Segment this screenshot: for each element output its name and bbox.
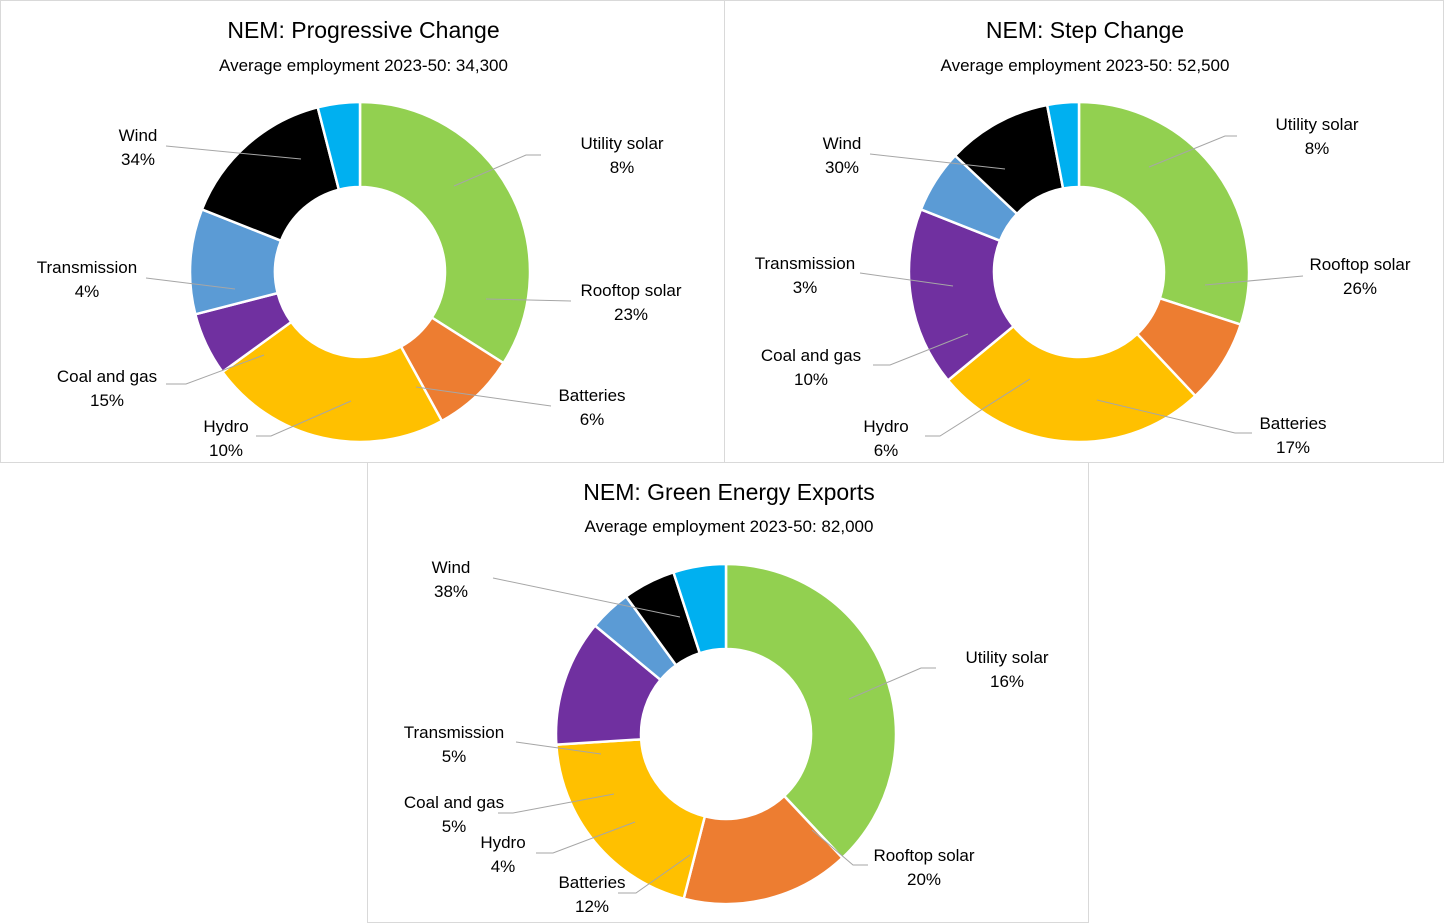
leader-line-transmission xyxy=(859,272,954,287)
data-label-transmission: Transmission 3% xyxy=(755,254,855,297)
data-label-transmission: Transmission 5% xyxy=(404,723,504,766)
leader-line-rooftop-solar xyxy=(485,298,572,302)
donut-chart-svg: NEM: Step Change Average employment 2023-… xyxy=(755,17,1411,460)
chart-subtitle: Average employment 2023-50: 82,000 xyxy=(585,517,874,536)
data-label-coal-and-gas: Coal and gas 5% xyxy=(404,793,504,836)
data-label-coal-and-gas: Coal and gas 15% xyxy=(57,367,157,410)
data-label-batteries: Batteries 17% xyxy=(1259,414,1326,457)
leader-line-hydro xyxy=(536,821,636,854)
donut-slices xyxy=(554,562,898,906)
data-label-batteries: Batteries 6% xyxy=(558,386,625,429)
chart-subtitle: Average employment 2023-50: 52,500 xyxy=(941,56,1230,75)
data-label-rooftop-solar: Rooftop solar 23% xyxy=(580,281,681,324)
donut-slices xyxy=(188,100,532,444)
slice-batteries xyxy=(907,207,1016,383)
slice-wind xyxy=(1077,100,1251,327)
leader-line-batteries xyxy=(415,386,552,407)
data-label-wind: Wind 30% xyxy=(823,134,862,177)
chart-subtitle: Average employment 2023-50: 34,300 xyxy=(219,56,508,75)
data-label-coal-and-gas: Coal and gas 10% xyxy=(761,346,861,389)
leader-line-utility-solar xyxy=(1148,135,1237,168)
data-label-wind: Wind 34% xyxy=(119,126,158,169)
data-label-rooftop-solar: Rooftop solar 26% xyxy=(1309,255,1410,298)
donut-chart-svg: NEM: Green Energy Exports Average employm… xyxy=(404,479,1049,916)
slice-transmission xyxy=(316,100,362,192)
chart-green-energy-exports: NEM: Green Energy Exports Average employm… xyxy=(367,462,1089,923)
leader-line-hydro xyxy=(256,400,352,437)
leader-line-wind xyxy=(492,577,681,618)
data-label-batteries: Batteries 12% xyxy=(558,873,625,916)
data-labels: Wind 30% Utility solar 8% Rooftop solar 26% Ba… xyxy=(755,115,1411,460)
chart-progressive-change: NEM: Progressive Change Average employmen… xyxy=(0,0,725,463)
data-label-hydro: Hydro 6% xyxy=(863,417,908,460)
slice-transmission xyxy=(1045,100,1081,190)
leader-line-transmission xyxy=(515,741,602,755)
leader-line-rooftop-solar xyxy=(811,829,868,866)
leader-line-batteries xyxy=(618,854,691,894)
leader-line-transmission xyxy=(145,277,236,290)
leader-line-utility-solar xyxy=(848,667,936,700)
data-label-utility-solar: Utility solar 8% xyxy=(1275,115,1358,158)
chart-title: NEM: Progressive Change xyxy=(227,17,499,43)
data-labels: Wind 34% Utility solar 8% Rooftop solar 23% Ba… xyxy=(37,126,682,460)
chart-title: NEM: Green Energy Exports xyxy=(583,479,874,505)
slice-transmission xyxy=(671,562,728,655)
slice-rooftop-solar xyxy=(946,324,1198,444)
leader-line-coal-and-gas xyxy=(873,333,969,366)
donut-chart-svg: NEM: Progressive Change Average employmen… xyxy=(37,17,682,460)
data-label-hydro: Hydro 10% xyxy=(203,417,248,460)
leader-line-utility-solar xyxy=(453,154,541,187)
slice-wind xyxy=(358,100,532,365)
chart-title: NEM: Step Change xyxy=(986,17,1184,43)
data-label-rooftop-solar: Rooftop solar 20% xyxy=(873,846,974,889)
data-label-hydro: Hydro 4% xyxy=(480,833,525,876)
data-labels: Wind 38% Utility solar 16% Rooftop solar 20% B… xyxy=(404,558,1049,916)
data-label-utility-solar: Utility solar 8% xyxy=(580,134,663,177)
slice-rooftop-solar xyxy=(555,738,707,901)
data-label-utility-solar: Utility solar 16% xyxy=(965,648,1048,691)
leader-line-batteries xyxy=(1096,399,1252,434)
leader-line-hydro xyxy=(925,378,1031,437)
slice-rooftop-solar xyxy=(220,320,444,444)
data-label-wind: Wind 38% xyxy=(432,558,471,601)
slice-wind xyxy=(724,562,898,860)
leader-line-wind xyxy=(869,153,1006,170)
leader-line-wind xyxy=(165,145,302,160)
donut-slices xyxy=(907,100,1251,444)
chart-step-change: NEM: Step Change Average employment 2023-… xyxy=(724,0,1444,463)
leader-line-coal-and-gas xyxy=(166,354,265,385)
data-label-transmission: Transmission 4% xyxy=(37,258,137,301)
leader-line-coal-and-gas xyxy=(498,793,615,814)
leader-line-rooftop-solar xyxy=(1204,275,1304,286)
